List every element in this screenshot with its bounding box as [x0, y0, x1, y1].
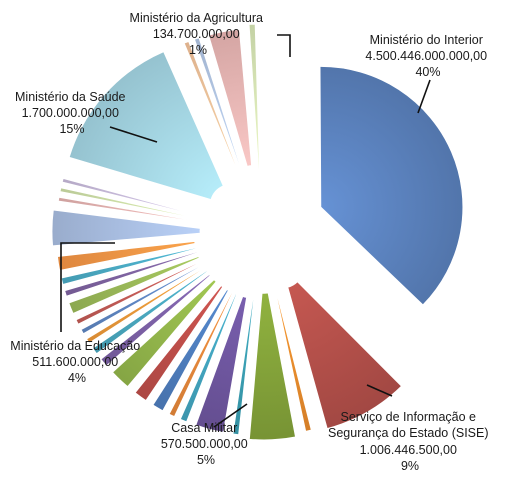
- leader-line-casa-militar: [213, 403, 248, 428]
- slice-unlabelled-2: [276, 297, 312, 432]
- slice-unlabelled-11: [100, 274, 211, 367]
- label-agricultura-value: 134.700.000,00: [153, 27, 240, 41]
- slice-unlabelled-10: [112, 279, 217, 388]
- label-casa-militar-pct: 5%: [197, 453, 215, 467]
- pie-slices: [51, 23, 464, 441]
- slice-unlabelled-13: [86, 267, 206, 344]
- label-saude-pct: 15%: [59, 122, 84, 136]
- leader-line-agricultura: [277, 34, 291, 57]
- label-interior: Ministério do Interior 4.500.446.000.000…: [365, 33, 490, 79]
- slice-unlabelled-23: [61, 177, 197, 216]
- slice-ministerio-da-educacao: [51, 209, 201, 247]
- label-interior-pct: 40%: [415, 65, 440, 79]
- label-sise-pct: 9%: [401, 459, 419, 473]
- slice-unlabelled-25: [183, 40, 238, 171]
- slice-unlabelled-19: [57, 241, 196, 271]
- slice-ministerio-da-saude: [68, 51, 224, 200]
- slice-unlabelled-6: [179, 293, 238, 423]
- label-casa-militar-value: 570.500.000,00: [161, 437, 248, 451]
- slice-servico-de-informacao-e-seguranca-do-estado-sise: [287, 281, 402, 430]
- slice-unlabelled-27: [208, 29, 252, 167]
- leader-lines: [60, 34, 431, 428]
- slice-casa-militar: [248, 292, 296, 441]
- label-interior-value: 4.500.446.000.000,00: [365, 49, 487, 63]
- label-saude-name: Ministério da Saúde: [15, 90, 126, 104]
- leader-line-educacao: [60, 242, 115, 332]
- slice-unlabelled-21: [57, 196, 196, 222]
- slice-unlabelled-22: [59, 187, 197, 219]
- slice-unlabelled-14: [80, 264, 204, 335]
- label-agricultura-name: Ministério da Agricultura: [130, 11, 263, 25]
- label-saude: Ministério da Saúde 1.700.000.000,00 15%: [15, 90, 129, 136]
- label-educacao-pct: 4%: [68, 371, 86, 385]
- label-sise-value: 1.006.446.500,00: [360, 443, 457, 457]
- label-casa-militar: Casa Militar 570.500.000,00 5%: [161, 421, 251, 467]
- label-sise: Serviço de Informação e Segurança do Est…: [328, 410, 492, 473]
- leader-line-interior: [417, 79, 431, 114]
- slice-unlabelled-17: [64, 251, 198, 297]
- slice-unlabelled-5: [195, 296, 248, 433]
- leader-line-saude: [109, 126, 158, 143]
- label-sise-name-2: Segurança do Estado (SISE): [328, 426, 489, 440]
- slice-unlabelled-26: [193, 37, 242, 169]
- label-educacao-value: 511.600.000,00: [32, 355, 118, 369]
- slice-unlabelled-15: [75, 260, 202, 325]
- slice-unlabelled-8: [152, 289, 229, 412]
- label-casa-militar-name: Casa Militar: [171, 421, 237, 435]
- slice-unlabelled-4: [232, 298, 255, 436]
- label-educacao: Ministério da Educação 511.600.000,00 4%: [10, 339, 143, 385]
- leader-line-sise: [366, 384, 393, 397]
- slice-unlabelled-9: [134, 285, 224, 401]
- label-agricultura-pct: 1%: [189, 43, 207, 57]
- slice-unlabelled-12: [92, 270, 208, 355]
- slice-ministerio-do-interior: [319, 66, 464, 306]
- slice-ministerio-da-agricultura: [248, 23, 260, 172]
- label-saude-value: 1.700.000.000,00: [22, 106, 119, 120]
- label-sise-name-1: Serviço de Informação e: [341, 410, 477, 424]
- label-agricultura: Ministério da Agricultura 134.700.000,00…: [130, 11, 267, 57]
- label-educacao-name: Ministério da Educação: [10, 339, 140, 353]
- label-interior-name: Ministério do Interior: [370, 33, 483, 47]
- slice-unlabelled-16: [68, 255, 200, 314]
- slice-unlabelled-7: [168, 291, 234, 418]
